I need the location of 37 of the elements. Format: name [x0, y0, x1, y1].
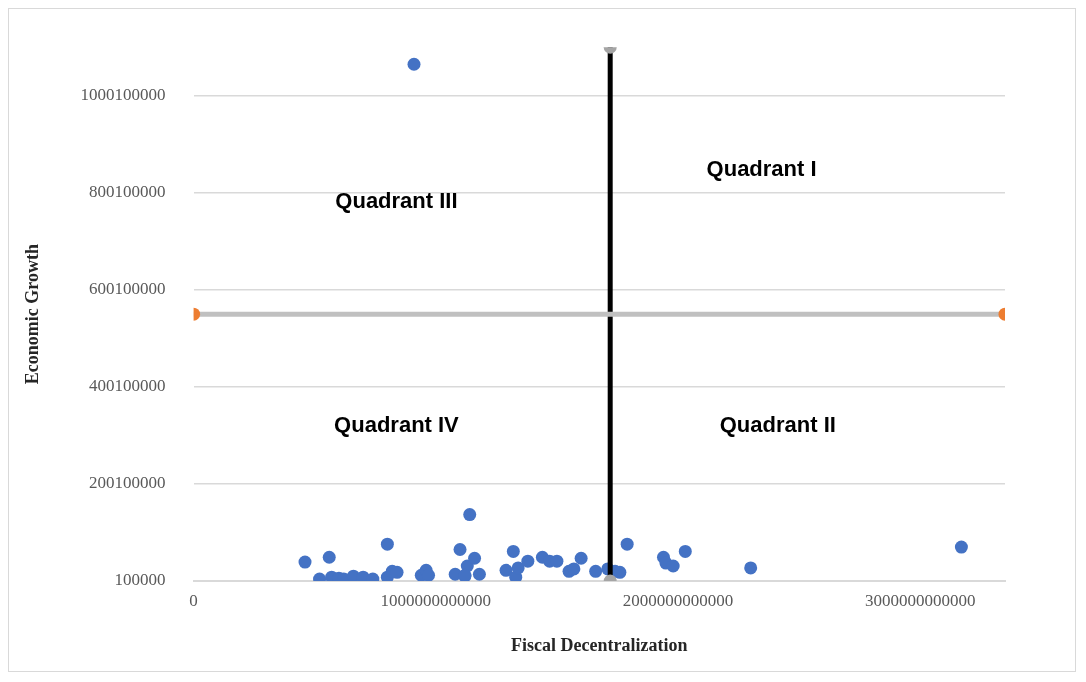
annotation: Quadrant II [719, 412, 836, 438]
x-tick-label: 3000000000000 [864, 590, 976, 610]
point [954, 540, 968, 554]
point [499, 563, 513, 577]
point [322, 550, 336, 564]
x-tick-label: 2000000000000 [622, 590, 734, 610]
annotation: Quadrant IV [334, 412, 460, 438]
y-tick-label: 1000100000 [80, 85, 166, 105]
y-axis-title: Economic Growth [22, 244, 43, 385]
y-tick-label: 200100000 [89, 473, 166, 493]
point [506, 544, 520, 558]
x-tick-label: 0 [189, 590, 198, 610]
point [666, 559, 680, 573]
point [511, 561, 525, 575]
point [521, 554, 535, 568]
annotation: Quadrant I [706, 156, 817, 182]
point [407, 57, 421, 71]
point [453, 543, 467, 557]
point [678, 544, 692, 558]
point [589, 564, 603, 578]
y-tick-label: 600100000 [89, 279, 166, 299]
annotation: Quadrant III [335, 188, 458, 214]
y-tick-label: 100000 [114, 570, 166, 590]
point [422, 568, 436, 581]
point [380, 537, 394, 551]
point [744, 561, 758, 575]
point [298, 555, 312, 569]
y-tick-label: 400100000 [89, 376, 166, 396]
point [567, 562, 581, 576]
y-tick-label: 800100000 [89, 182, 166, 202]
point [463, 508, 477, 522]
point [620, 537, 634, 551]
point [468, 551, 482, 565]
point [574, 551, 588, 565]
point [472, 567, 486, 581]
x-axis-title: Fiscal Decentralization [511, 634, 688, 655]
x-tick-label: 1000000000000 [380, 590, 492, 610]
